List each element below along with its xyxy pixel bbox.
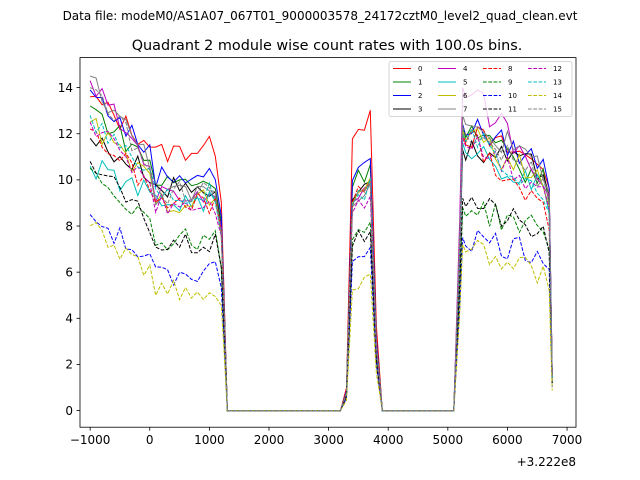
x-tick-label: 2000 <box>254 433 285 447</box>
x-tick-label: 4000 <box>373 433 404 447</box>
x-tick-label: 1000 <box>194 433 225 447</box>
y-tick-label: 0 <box>65 404 73 418</box>
legend-label-8: 8 <box>508 65 512 73</box>
legend-label-7: 7 <box>463 106 467 114</box>
legend-frame <box>388 61 573 117</box>
legend-label-13: 13 <box>553 79 562 87</box>
y-tick-label: 8 <box>65 219 73 233</box>
y-tick-label: 2 <box>65 358 73 372</box>
series-line-12 <box>89 122 553 412</box>
y-tick-label: 6 <box>65 265 73 279</box>
legend-label-4: 4 <box>463 65 468 73</box>
legend-label-1: 1 <box>418 79 422 87</box>
legend-label-6: 6 <box>463 92 468 100</box>
series-line-14 <box>89 221 553 412</box>
x-tick-label: 0 <box>146 433 154 447</box>
series-layer <box>89 75 553 412</box>
legend-label-14: 14 <box>553 92 562 100</box>
chart-title: Quadrant 2 module wise count rates with … <box>132 38 523 54</box>
x-offset-label: +3.222e8 <box>517 455 576 469</box>
series-line-15 <box>89 87 553 412</box>
figure-suptitle: Data file: modeM0/AS1A07_067T01_90000035… <box>63 9 578 23</box>
y-tick-label: 14 <box>58 81 73 95</box>
x-tick-label: 6000 <box>492 433 523 447</box>
legend-label-3: 3 <box>418 106 422 114</box>
legend-label-2: 2 <box>418 92 422 100</box>
x-tick-label: −1000 <box>70 433 111 447</box>
legend-label-5: 5 <box>463 79 467 87</box>
legend-label-10: 10 <box>508 92 517 100</box>
y-tick-label: 10 <box>58 173 73 187</box>
plot-area-background <box>80 57 576 428</box>
plot-frame <box>79 57 577 428</box>
legend-label-0: 0 <box>418 65 422 73</box>
y-tick-label: 12 <box>58 127 73 141</box>
x-tick-label: 7000 <box>552 433 583 447</box>
x-tick-label: 3000 <box>313 433 344 447</box>
axes-layer: −1000 0 1000 2000 3000 4000 5000 6000 7000 0 2 4 6 8 1… <box>58 57 583 447</box>
legend-label-11: 11 <box>508 106 517 114</box>
x-tick-label: 5000 <box>433 433 464 447</box>
y-tick-label: 4 <box>65 312 73 326</box>
legend-label-12: 12 <box>553 65 562 73</box>
legend-label-15: 15 <box>553 106 562 114</box>
legend-label-9: 9 <box>508 79 512 87</box>
